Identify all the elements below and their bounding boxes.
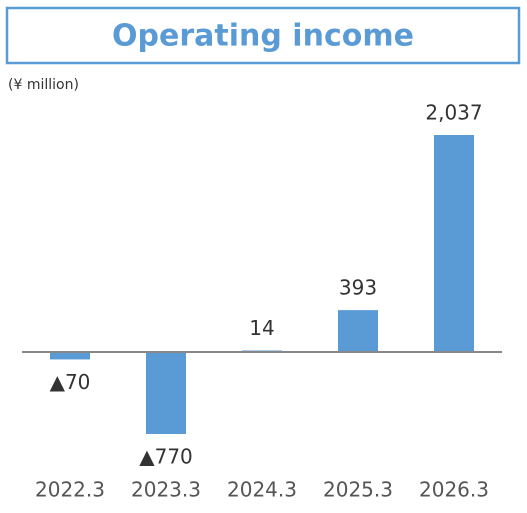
x-tick-label: 2022.3: [35, 478, 105, 502]
x-tick-label: 2023.3: [131, 478, 201, 502]
bar: [338, 310, 378, 352]
x-tick-label: 2026.3: [419, 478, 489, 502]
bar: [146, 351, 186, 434]
value-label: 14: [249, 316, 274, 340]
bar: [434, 135, 474, 352]
bar: [50, 351, 90, 360]
chart-title: Operating income: [112, 19, 414, 54]
x-tick-label: 2025.3: [323, 478, 393, 502]
title-box: [5, 6, 521, 65]
value-label: ▲770: [139, 445, 193, 469]
x-tick-label: 2024.3: [227, 478, 297, 502]
unit-label: (¥ million): [8, 77, 79, 93]
value-label: 2,037: [425, 101, 482, 125]
value-label: ▲70: [50, 370, 91, 394]
value-label: 393: [339, 276, 377, 300]
